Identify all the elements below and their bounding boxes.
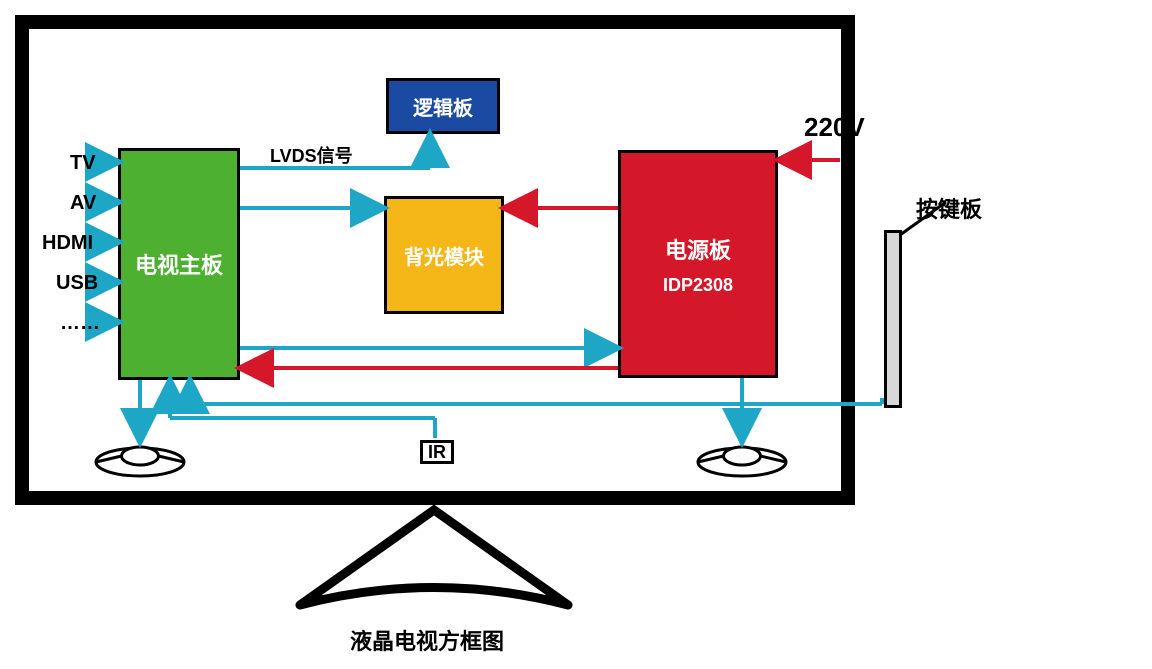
- 220v-label: 220V: [804, 112, 865, 143]
- key-panel-label: 按键板: [916, 192, 982, 224]
- input-label-av: AV: [70, 192, 96, 215]
- input-label-tv: TV: [70, 152, 96, 175]
- key-panel-pointer: [0, 0, 1152, 669]
- input-label-……: ……: [60, 312, 100, 335]
- input-label-usb: USB: [56, 272, 98, 295]
- input-label-hdmi: HDMI: [42, 232, 93, 255]
- diagram-stage: 电视主板 逻辑板 背光模块 电源板 IDP2308 IR TVAVH: [0, 0, 1152, 669]
- lvds-signal-label: LVDS信号: [270, 142, 353, 168]
- diagram-title: 液晶电视方框图: [350, 624, 504, 656]
